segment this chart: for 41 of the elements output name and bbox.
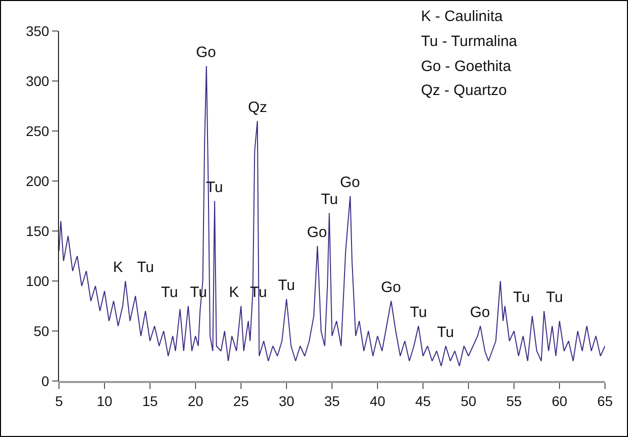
y-tick-label: 200 — [26, 172, 50, 189]
x-tick-label: 40 — [370, 392, 386, 409]
annotation: K — [113, 259, 124, 276]
x-tick-label: 20 — [188, 392, 204, 409]
annotation: Go — [470, 304, 490, 321]
annotation: Tu — [546, 289, 563, 306]
annotation: Go — [307, 224, 328, 241]
y-tick-label: 150 — [26, 222, 50, 239]
annotation: Tu — [278, 277, 295, 294]
annotation: Tu — [161, 284, 178, 301]
x-tick-label: 60 — [552, 392, 568, 409]
annotation: Go — [340, 174, 360, 191]
x-tick-label: 30 — [278, 392, 294, 409]
y-tick-label: 300 — [26, 72, 50, 89]
x-tick-label: 25 — [233, 392, 249, 409]
x-tick-label: 10 — [96, 392, 112, 409]
annotation: Qz - Quartzo — [421, 82, 507, 99]
annotation: Tu — [137, 259, 154, 276]
annotation: Tu — [321, 191, 338, 208]
annotation: Go — [381, 279, 402, 296]
x-tick-label: 35 — [324, 392, 340, 409]
x-tick-label: 65 — [597, 392, 613, 409]
y-tick-label: 350 — [26, 22, 50, 39]
annotation: Tu - Turmalina — [421, 33, 518, 50]
annotation: Tu — [513, 289, 530, 306]
y-tick-label: 250 — [26, 122, 50, 139]
x-tick-label: 55 — [506, 392, 522, 409]
annotation: K — [229, 284, 240, 301]
x-tick-label: 45 — [415, 392, 431, 409]
x-tick-label: 5 — [55, 392, 64, 409]
annotation: Go - Goethita — [421, 58, 512, 75]
x-tick-label: 50 — [460, 392, 476, 409]
y-tick-label: 50 — [34, 322, 50, 339]
y-tick-label: 0 — [41, 372, 50, 389]
annotation: Tu — [437, 324, 454, 341]
x-tick-label: 15 — [142, 392, 158, 409]
annotation: Go — [196, 44, 216, 61]
y-tick-label: 100 — [26, 272, 50, 289]
text: K - Caulinita — [421, 8, 504, 25]
annotation: Qz — [248, 99, 268, 116]
annotation: Tu — [410, 304, 427, 321]
